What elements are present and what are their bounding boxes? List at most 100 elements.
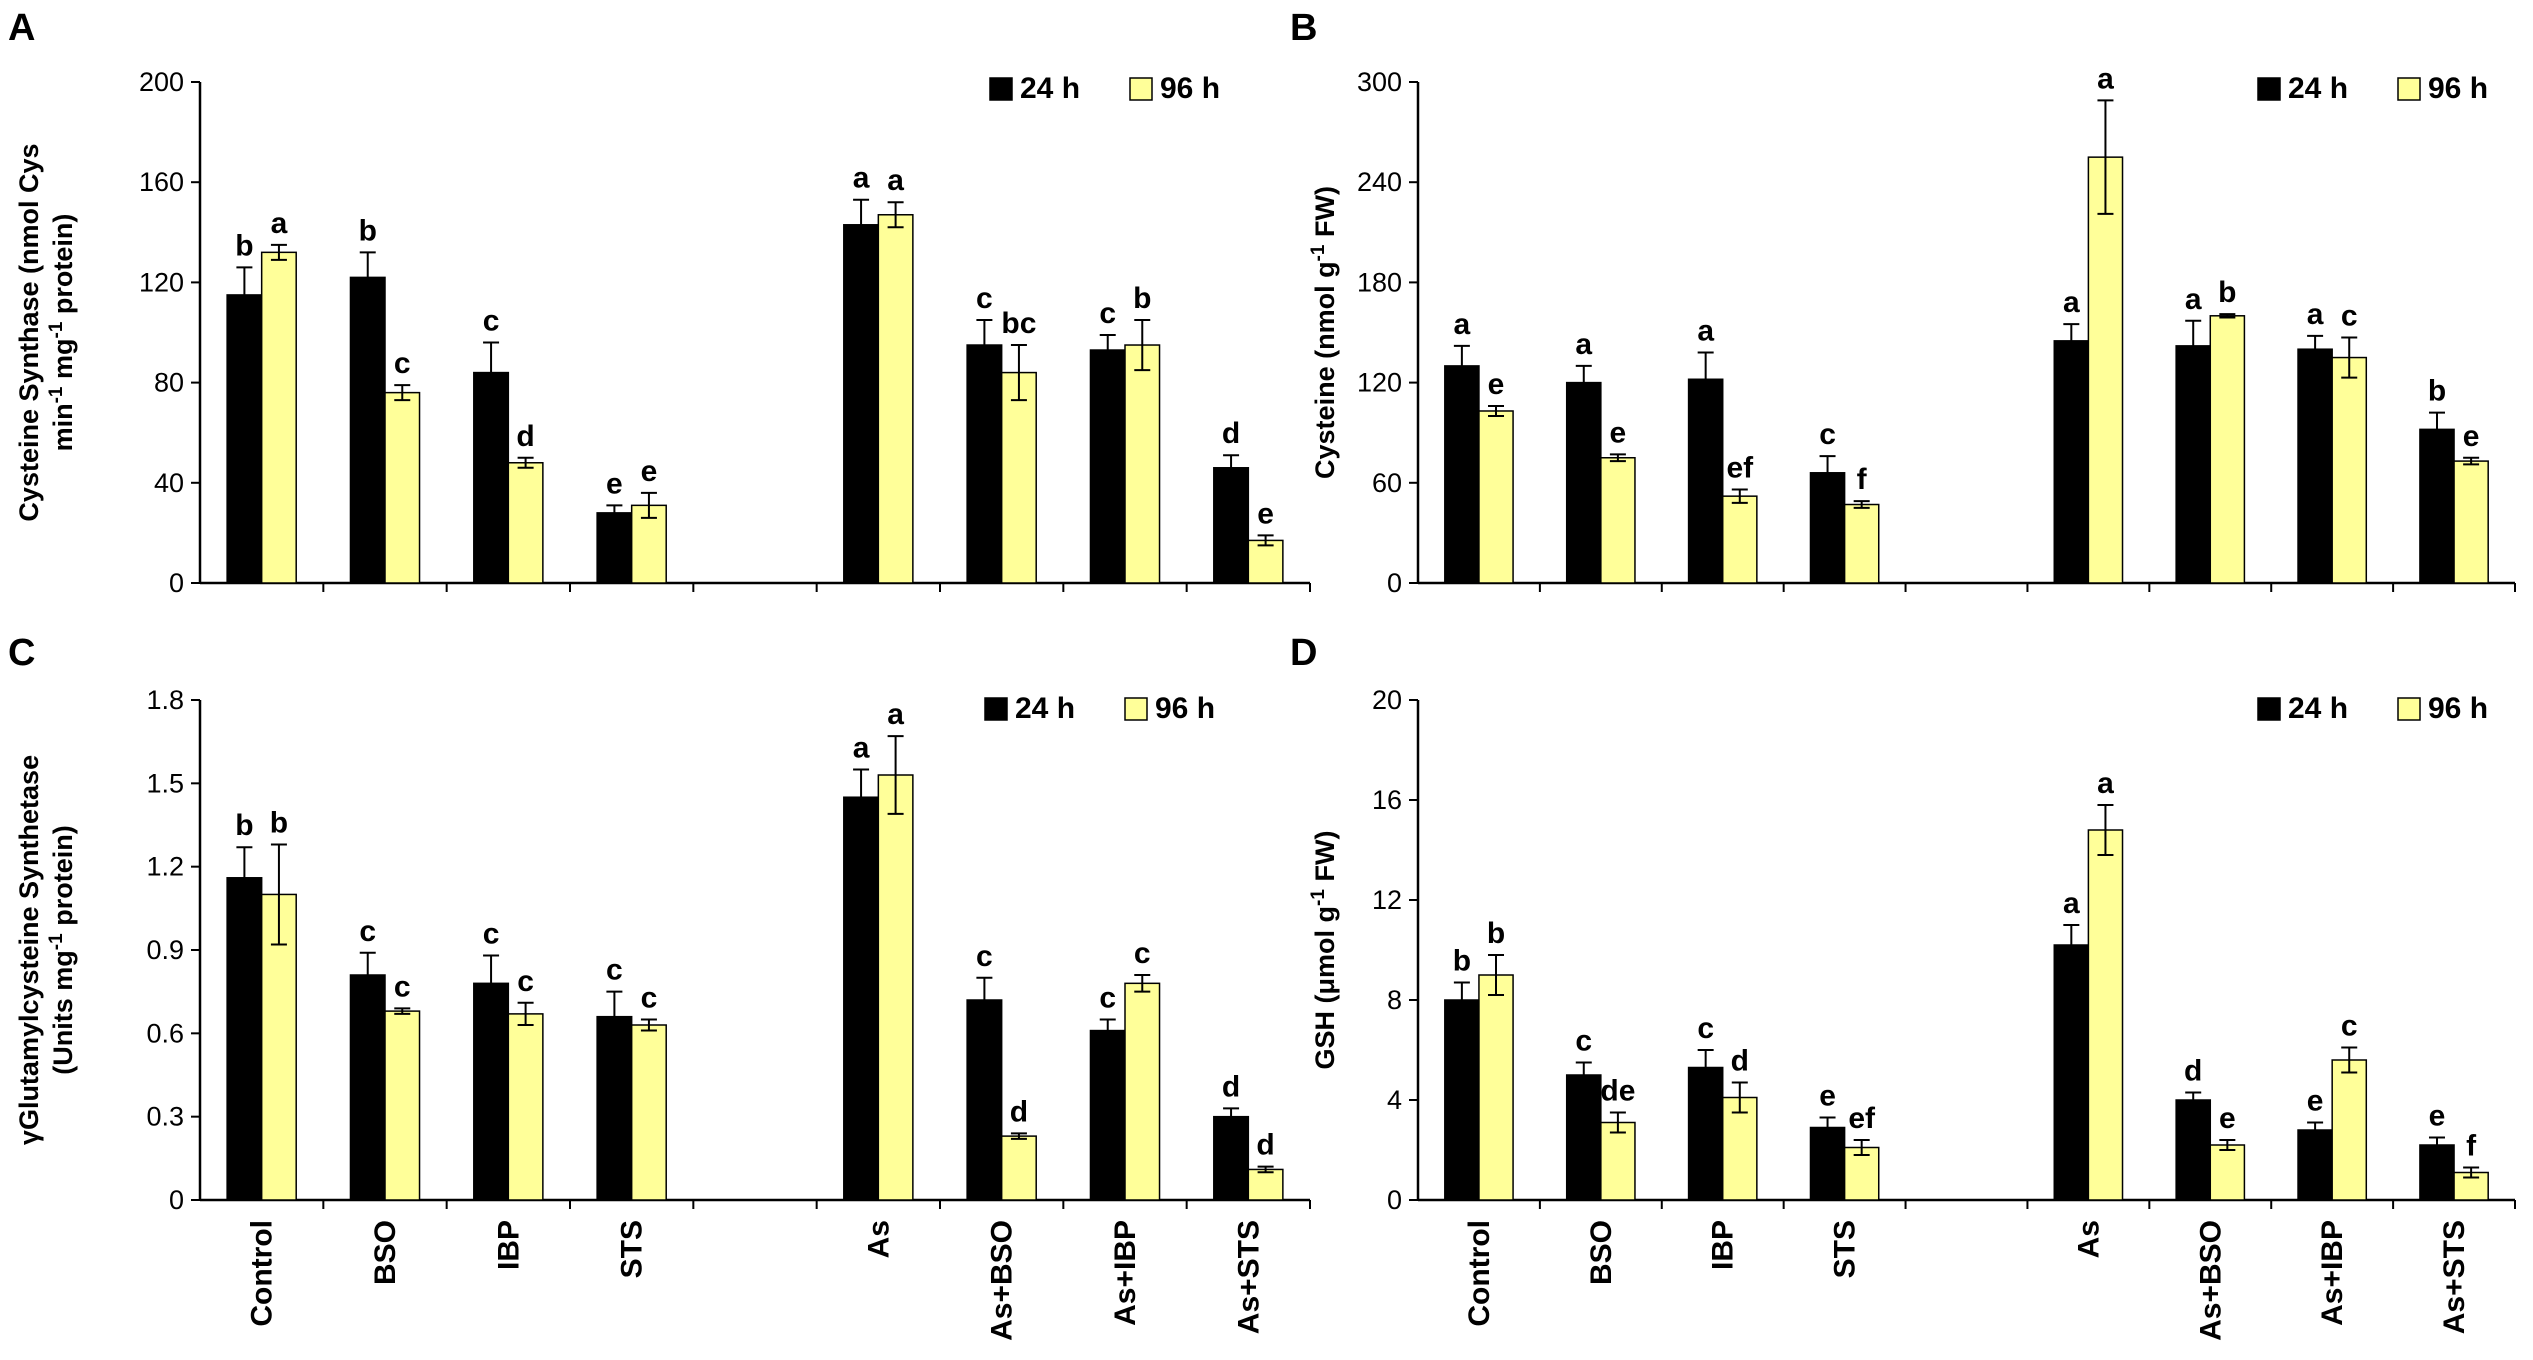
significance-label: a [271, 207, 288, 240]
category-label: STS [1829, 1220, 1862, 1278]
y-axis-title: γGlutamylcysteine Synthetase [14, 755, 44, 1145]
y-tick-label: 200 [139, 67, 184, 97]
y-tick-label: 12 [1372, 885, 1402, 915]
y-tick-label: 16 [1372, 785, 1402, 815]
category-label: As [862, 1220, 895, 1258]
y-tick-label: 120 [139, 267, 184, 297]
bar-24h [966, 344, 1003, 584]
legend-label: 96 h [2428, 692, 2488, 725]
bar-96h [1000, 1135, 1037, 1201]
significance-label: b [2428, 375, 2446, 408]
bar-24h [1444, 365, 1480, 584]
significance-label: c [606, 954, 623, 987]
bar-96h [507, 1013, 544, 1201]
significance-label: d [1256, 1129, 1274, 1162]
bar-96h [1000, 371, 1037, 584]
legend-swatch [984, 697, 1008, 721]
significance-label: e [2219, 1102, 2236, 1135]
bar-96h [2087, 829, 2124, 1201]
significance-label: a [887, 698, 904, 731]
significance-label: c [517, 965, 534, 998]
legend-label: 96 h [1160, 72, 1220, 105]
bar-96h [877, 774, 914, 1201]
bar-96h [877, 214, 914, 584]
significance-label: c [2341, 1010, 2358, 1043]
y-axis-title: Cysteine Synthase (nmol Cys [14, 143, 44, 521]
significance-label: b [2218, 276, 2236, 309]
significance-label: e [641, 455, 658, 488]
significance-label: d [1010, 1095, 1028, 1128]
bar-24h [2053, 340, 2090, 584]
significance-label: d [1222, 417, 1240, 450]
y-tick-label: 0 [169, 568, 184, 598]
significance-label: c [976, 940, 993, 973]
significance-label: b [1453, 945, 1471, 978]
chart-panel-a: A 0 40 80 120 160 200 Cysteine Synthase (nmol C… [8, 7, 1311, 598]
category-label: As+IBP [1109, 1220, 1142, 1326]
significance-label: b [235, 229, 253, 262]
category-label: IBP [1707, 1220, 1740, 1270]
bar-24h [226, 877, 263, 1201]
bar-24h [349, 974, 386, 1201]
y-tick-label: 1.8 [146, 685, 184, 715]
category-label: BSO [369, 1220, 402, 1285]
panel-letter: B [1290, 7, 1317, 49]
bar-96h [630, 1024, 667, 1201]
significance-label: e [1488, 368, 1505, 401]
significance-label: b [1133, 282, 1151, 315]
significance-label: a [2063, 887, 2080, 920]
bar-24h [473, 982, 510, 1201]
significance-label: ef [1726, 451, 1754, 484]
bar-24h [1809, 472, 1846, 584]
legend-swatch [1129, 77, 1153, 101]
category-label: STS [616, 1220, 649, 1278]
y-tick-label: 240 [1357, 167, 1402, 197]
significance-label: de [1600, 1075, 1635, 1108]
y-tick-label: 0 [1387, 568, 1402, 598]
bar-24h [596, 1015, 633, 1201]
significance-label: a [1575, 328, 1592, 361]
significance-label: b [270, 806, 288, 839]
y-tick-label: 180 [1357, 267, 1402, 297]
bar-96h [2453, 460, 2489, 584]
significance-label: d [1731, 1045, 1749, 1078]
bar-96h [1843, 1146, 1880, 1201]
y-tick-label: 0 [1387, 1185, 1402, 1215]
legend-swatch [2397, 697, 2421, 721]
y-tick-label: 8 [1387, 985, 1402, 1015]
y-tick-label: 0.9 [146, 935, 184, 965]
significance-label: bc [1001, 307, 1036, 340]
bar-24h [349, 276, 386, 584]
significance-label: c [1819, 418, 1836, 451]
bar-96h [1124, 982, 1161, 1201]
legend-swatch [2257, 77, 2281, 101]
significance-label: a [2307, 298, 2324, 331]
legend-swatch [2257, 697, 2281, 721]
significance-label: a [2185, 283, 2202, 316]
significance-label: c [1099, 981, 1116, 1014]
bar-24h [2297, 348, 2333, 584]
legend-label: 24 h [1015, 692, 1075, 725]
significance-label: b [359, 214, 377, 247]
chart-panel-d: D 0 4 8 12 16 20 GSH (μmol g-1 FW) 24 h 96 h bb Con… [1290, 632, 2516, 1341]
y-tick-label: 20 [1372, 685, 1402, 715]
significance-label: a [2097, 62, 2114, 95]
significance-label: b [1487, 917, 1505, 950]
bar-96h [260, 251, 297, 584]
significance-label: c [1697, 1012, 1714, 1045]
category-label: As+BSO [2194, 1220, 2227, 1341]
bar-96h [1478, 974, 1514, 1201]
y-axis-title: min-1 mg-1 protein) [46, 214, 79, 452]
y-tick-label: 4 [1387, 1085, 1402, 1115]
y-tick-label: 60 [1372, 468, 1402, 498]
y-tick-label: 0 [169, 1185, 184, 1215]
bar-96h [2209, 1144, 2246, 1201]
bar-96h [1247, 539, 1284, 584]
bar-24h [1444, 999, 1480, 1201]
significance-label: c [976, 282, 993, 315]
bar-24h [2175, 345, 2212, 584]
significance-label: a [2063, 286, 2080, 319]
significance-label: e [2429, 1100, 2446, 1133]
bar-96h [1721, 1096, 1758, 1201]
